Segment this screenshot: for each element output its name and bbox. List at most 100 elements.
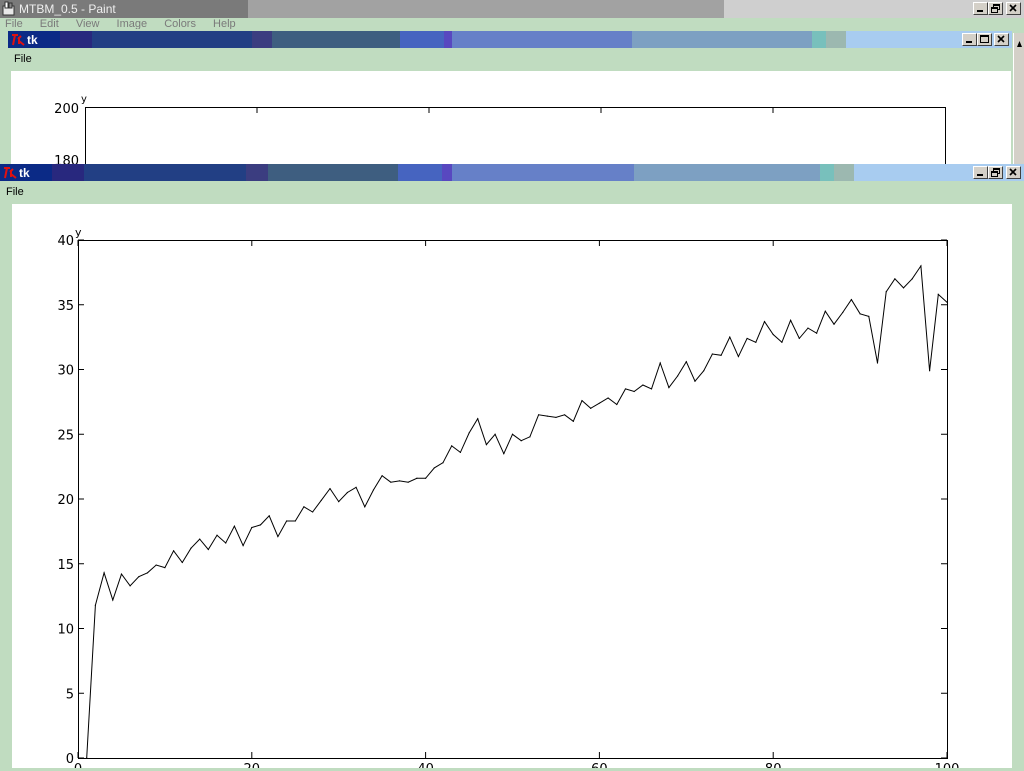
data-point	[398, 480, 401, 482]
data-point	[459, 451, 461, 453]
y-tick-label: 5	[66, 687, 74, 702]
data-point	[798, 337, 800, 340]
data-point	[485, 444, 488, 446]
x-tick-label: 40	[417, 762, 434, 768]
data-point	[781, 341, 783, 343]
data-point	[929, 370, 931, 372]
minimize-icon	[977, 174, 983, 176]
data-point	[694, 380, 696, 382]
paint-minimize-button[interactable]	[973, 2, 988, 15]
data-point	[190, 547, 192, 549]
data-point	[763, 320, 766, 323]
data-point	[824, 310, 826, 312]
tk-feather-icon	[2, 165, 18, 180]
data-point	[312, 511, 314, 513]
data-point	[303, 506, 305, 508]
data-point	[902, 287, 905, 289]
data-point	[859, 313, 861, 315]
paint-restore-button[interactable]	[988, 2, 1003, 15]
tk2-plot-canvas: 0 5 10 15 20 25 30 35 40 0 20 40 60 80 100 y	[12, 204, 1012, 771]
y-tick-label: 20	[57, 493, 74, 508]
tk-feather-icon	[10, 32, 26, 47]
data-point	[590, 407, 592, 409]
minimize-icon	[977, 10, 983, 12]
restore-icon	[991, 4, 1000, 13]
data-point	[789, 319, 792, 321]
paint-menu-image[interactable]: Image	[116, 19, 148, 29]
data-point	[468, 432, 470, 434]
tk1-maximize-button[interactable]	[977, 33, 992, 46]
minimize-icon	[966, 41, 972, 43]
y-tick-label: 10	[57, 623, 74, 638]
paint-menu-colors[interactable]: Colors	[164, 19, 196, 29]
paint-menu-file[interactable]: File	[5, 19, 23, 29]
data-point	[172, 550, 175, 552]
data-point	[285, 520, 288, 522]
data-point	[616, 403, 618, 406]
tk2-restore-button[interactable]	[988, 166, 1003, 179]
series-line-0	[86, 264, 948, 759]
paint-menu-bar: File Edit View Image Colors Help	[5, 19, 265, 29]
data-point	[407, 481, 409, 483]
data-point	[746, 337, 748, 340]
tk2-menu-file[interactable]: File	[6, 186, 24, 198]
data-point	[685, 361, 687, 363]
data-point	[564, 414, 566, 416]
data-point	[86, 757, 88, 759]
paint-menu-edit[interactable]: Edit	[39, 19, 59, 29]
data-point	[537, 414, 540, 416]
data-point	[894, 278, 896, 280]
data-point	[624, 388, 627, 390]
data-point	[129, 585, 131, 587]
tk1-scrollbar[interactable]	[1013, 33, 1024, 164]
data-point	[372, 489, 375, 491]
paint-menu-help[interactable]: Help	[213, 19, 236, 29]
data-point	[364, 506, 366, 508]
y-tick-label: 30	[57, 364, 74, 379]
data-point	[112, 599, 114, 601]
close-icon	[1009, 168, 1017, 176]
y-tick-label: 15	[57, 558, 74, 573]
tk-window-2-title-bar[interactable]: tk	[0, 164, 1024, 181]
data-point	[511, 433, 514, 435]
plot-frame	[78, 240, 948, 759]
paint-title-bar[interactable]: MTBM_0.5 - Paint	[0, 0, 1024, 18]
data-point	[329, 488, 331, 490]
data-point	[885, 291, 887, 293]
data-point	[338, 500, 340, 503]
x-tick-label: 100	[935, 762, 960, 768]
data-point	[277, 535, 279, 538]
data-point	[729, 336, 731, 338]
y-tick-label: 0	[66, 752, 74, 767]
tk-window-1-title-bar[interactable]: tk	[8, 31, 1012, 48]
tk1-menu-file[interactable]: File	[14, 53, 32, 65]
data-point	[677, 375, 679, 377]
data-point	[598, 402, 601, 404]
data-point	[572, 420, 574, 422]
tk1-minimize-button[interactable]	[962, 33, 977, 46]
tk1-close-button[interactable]	[994, 33, 1009, 46]
paint-close-button[interactable]	[1006, 2, 1021, 15]
y-axis-label: y	[75, 226, 82, 239]
data-point	[225, 542, 227, 544]
data-point	[242, 545, 244, 547]
tk1-y-axis-label: y	[81, 94, 87, 105]
data-point	[233, 525, 236, 527]
data-point	[668, 387, 670, 389]
paint-menu-view[interactable]: View	[75, 19, 100, 29]
x-tick-label: 80	[765, 762, 782, 768]
tk2-close-button[interactable]	[1006, 166, 1021, 179]
tk-window-2-title: tk	[19, 166, 30, 180]
data-point	[816, 332, 818, 334]
data-point	[920, 265, 922, 267]
data-point	[529, 436, 531, 438]
data-point	[503, 453, 505, 455]
data-point	[711, 353, 713, 355]
data-point	[807, 327, 809, 329]
paint-app-icon	[2, 1, 16, 16]
data-point	[546, 415, 548, 417]
data-point	[520, 440, 522, 442]
data-point	[94, 604, 96, 606]
data-point	[433, 467, 435, 469]
tk2-minimize-button[interactable]	[973, 166, 988, 179]
